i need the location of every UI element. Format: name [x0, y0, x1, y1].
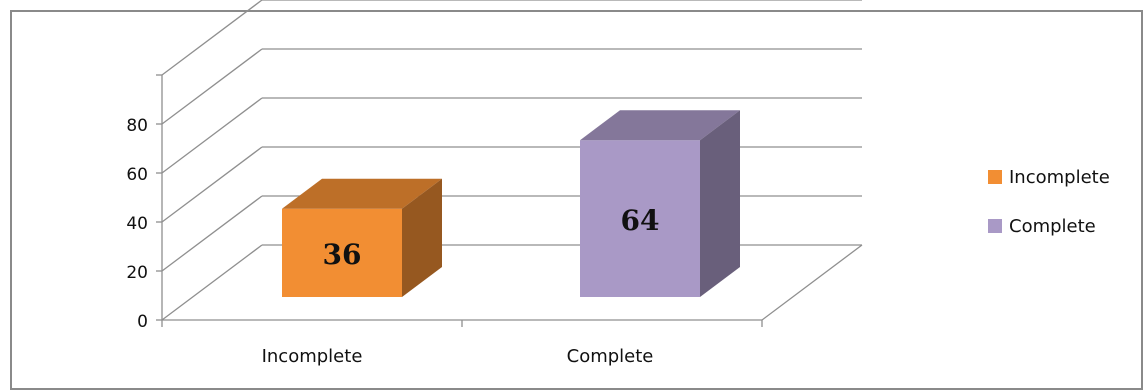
- gridline-diagonal: [161, 48, 263, 125]
- legend-swatch-incomplete: [988, 170, 1002, 184]
- y-tick-label: 60: [126, 165, 148, 185]
- legend-swatch-complete: [988, 219, 1002, 233]
- bar-complete: [580, 110, 740, 297]
- y-tick-label: 80: [126, 116, 148, 136]
- data-label: 36: [323, 238, 362, 271]
- bar-top-face: [282, 178, 442, 209]
- gridline-diagonal: [161, 244, 263, 321]
- bar-side-face: [402, 178, 442, 297]
- bar-front-face: [282, 208, 402, 297]
- x-category-label: Incomplete: [262, 346, 363, 367]
- chart-frame: [10, 10, 1143, 390]
- x-category-label: Complete: [567, 346, 654, 367]
- y-tick-label: 0: [137, 312, 148, 332]
- bar-top-face: [580, 110, 740, 141]
- gridline-diagonal: [161, 195, 263, 272]
- bar-front-face: [580, 140, 700, 297]
- gridline-diagonal: [161, 97, 263, 174]
- y-tick-label: 20: [126, 263, 148, 283]
- bars-group: [282, 110, 740, 297]
- legend-label: Complete: [1009, 216, 1096, 237]
- grid-lines: [156, 0, 863, 327]
- bar-incomplete: [282, 178, 442, 297]
- data-label: 64: [621, 204, 660, 237]
- bar-side-face: [700, 110, 740, 297]
- floor-right-edge: [761, 244, 863, 321]
- gridline-diagonal: [161, 146, 263, 223]
- legend-label: Incomplete: [1009, 167, 1110, 188]
- legend: Incomplete Complete: [988, 167, 1110, 237]
- gridline-diagonal: [161, 0, 263, 76]
- y-tick-label: 40: [126, 214, 148, 234]
